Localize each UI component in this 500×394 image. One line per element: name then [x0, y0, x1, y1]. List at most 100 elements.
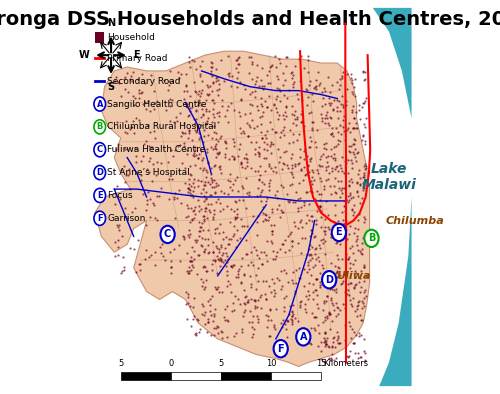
Point — [290, 131, 298, 137]
Point — [264, 187, 272, 193]
Point — [217, 258, 225, 264]
Point — [333, 79, 341, 85]
Point — [317, 111, 325, 117]
Point — [208, 64, 216, 71]
Point — [331, 212, 339, 218]
Point — [283, 317, 291, 323]
Point — [210, 129, 218, 135]
Point — [266, 150, 274, 156]
Point — [333, 268, 341, 275]
Point — [230, 197, 238, 204]
Point — [238, 182, 246, 189]
Point — [203, 117, 211, 124]
Point — [183, 104, 191, 110]
Point — [302, 102, 310, 108]
Point — [282, 54, 290, 61]
Point — [190, 79, 198, 85]
Point — [204, 236, 212, 242]
Circle shape — [94, 165, 106, 180]
Point — [206, 201, 214, 207]
Point — [326, 326, 334, 332]
Point — [172, 215, 179, 221]
Point — [332, 252, 340, 258]
Point — [356, 115, 364, 122]
Point — [301, 332, 309, 338]
Point — [233, 173, 241, 180]
Point — [242, 175, 250, 182]
Point — [232, 243, 240, 250]
Point — [320, 264, 328, 271]
Point — [260, 139, 268, 145]
Point — [213, 253, 221, 259]
Point — [328, 318, 336, 324]
Point — [266, 238, 274, 244]
Point — [216, 328, 224, 335]
Point — [184, 213, 192, 219]
Point — [351, 257, 359, 264]
Point — [307, 154, 315, 161]
Point — [354, 179, 362, 185]
Point — [116, 222, 124, 228]
Point — [344, 256, 352, 262]
Point — [248, 296, 256, 303]
Point — [361, 98, 369, 104]
Point — [338, 154, 346, 160]
Point — [354, 330, 362, 336]
Point — [351, 225, 359, 232]
Point — [288, 155, 296, 161]
Point — [196, 130, 203, 136]
Point — [262, 251, 270, 258]
Point — [275, 277, 283, 283]
Point — [235, 266, 243, 272]
Point — [222, 151, 230, 157]
Point — [360, 69, 368, 75]
Point — [344, 177, 352, 184]
Point — [148, 72, 156, 78]
Point — [232, 177, 239, 184]
Point — [164, 176, 172, 182]
Point — [208, 88, 216, 95]
Point — [334, 141, 342, 147]
Point — [328, 344, 336, 351]
Point — [200, 213, 208, 219]
Point — [280, 149, 287, 155]
Point — [146, 155, 154, 161]
Point — [346, 192, 354, 198]
Point — [188, 172, 196, 178]
Point — [194, 197, 202, 203]
Point — [204, 201, 212, 207]
Text: Household: Household — [107, 33, 155, 41]
Point — [234, 296, 241, 302]
Point — [259, 109, 267, 115]
Point — [195, 329, 203, 335]
Point — [188, 57, 196, 63]
Point — [288, 238, 296, 244]
Point — [204, 316, 212, 322]
Text: Chilumba: Chilumba — [386, 216, 444, 226]
Point — [166, 96, 174, 102]
Point — [210, 258, 218, 264]
Point — [129, 117, 137, 124]
Point — [280, 161, 288, 167]
Point — [242, 293, 250, 299]
Point — [345, 143, 353, 149]
Point — [362, 165, 370, 171]
Point — [338, 93, 345, 99]
Point — [237, 161, 245, 167]
Point — [162, 107, 170, 113]
Point — [296, 328, 304, 335]
Point — [340, 185, 348, 191]
Point — [179, 130, 187, 136]
Point — [198, 186, 206, 193]
Point — [215, 149, 223, 155]
Point — [322, 154, 330, 160]
Point — [229, 181, 237, 188]
Point — [305, 217, 313, 223]
Point — [359, 133, 367, 139]
Text: D: D — [325, 275, 333, 285]
Point — [220, 113, 228, 119]
Point — [211, 189, 219, 195]
Point — [242, 111, 250, 117]
Point — [275, 158, 283, 165]
Point — [277, 286, 285, 292]
